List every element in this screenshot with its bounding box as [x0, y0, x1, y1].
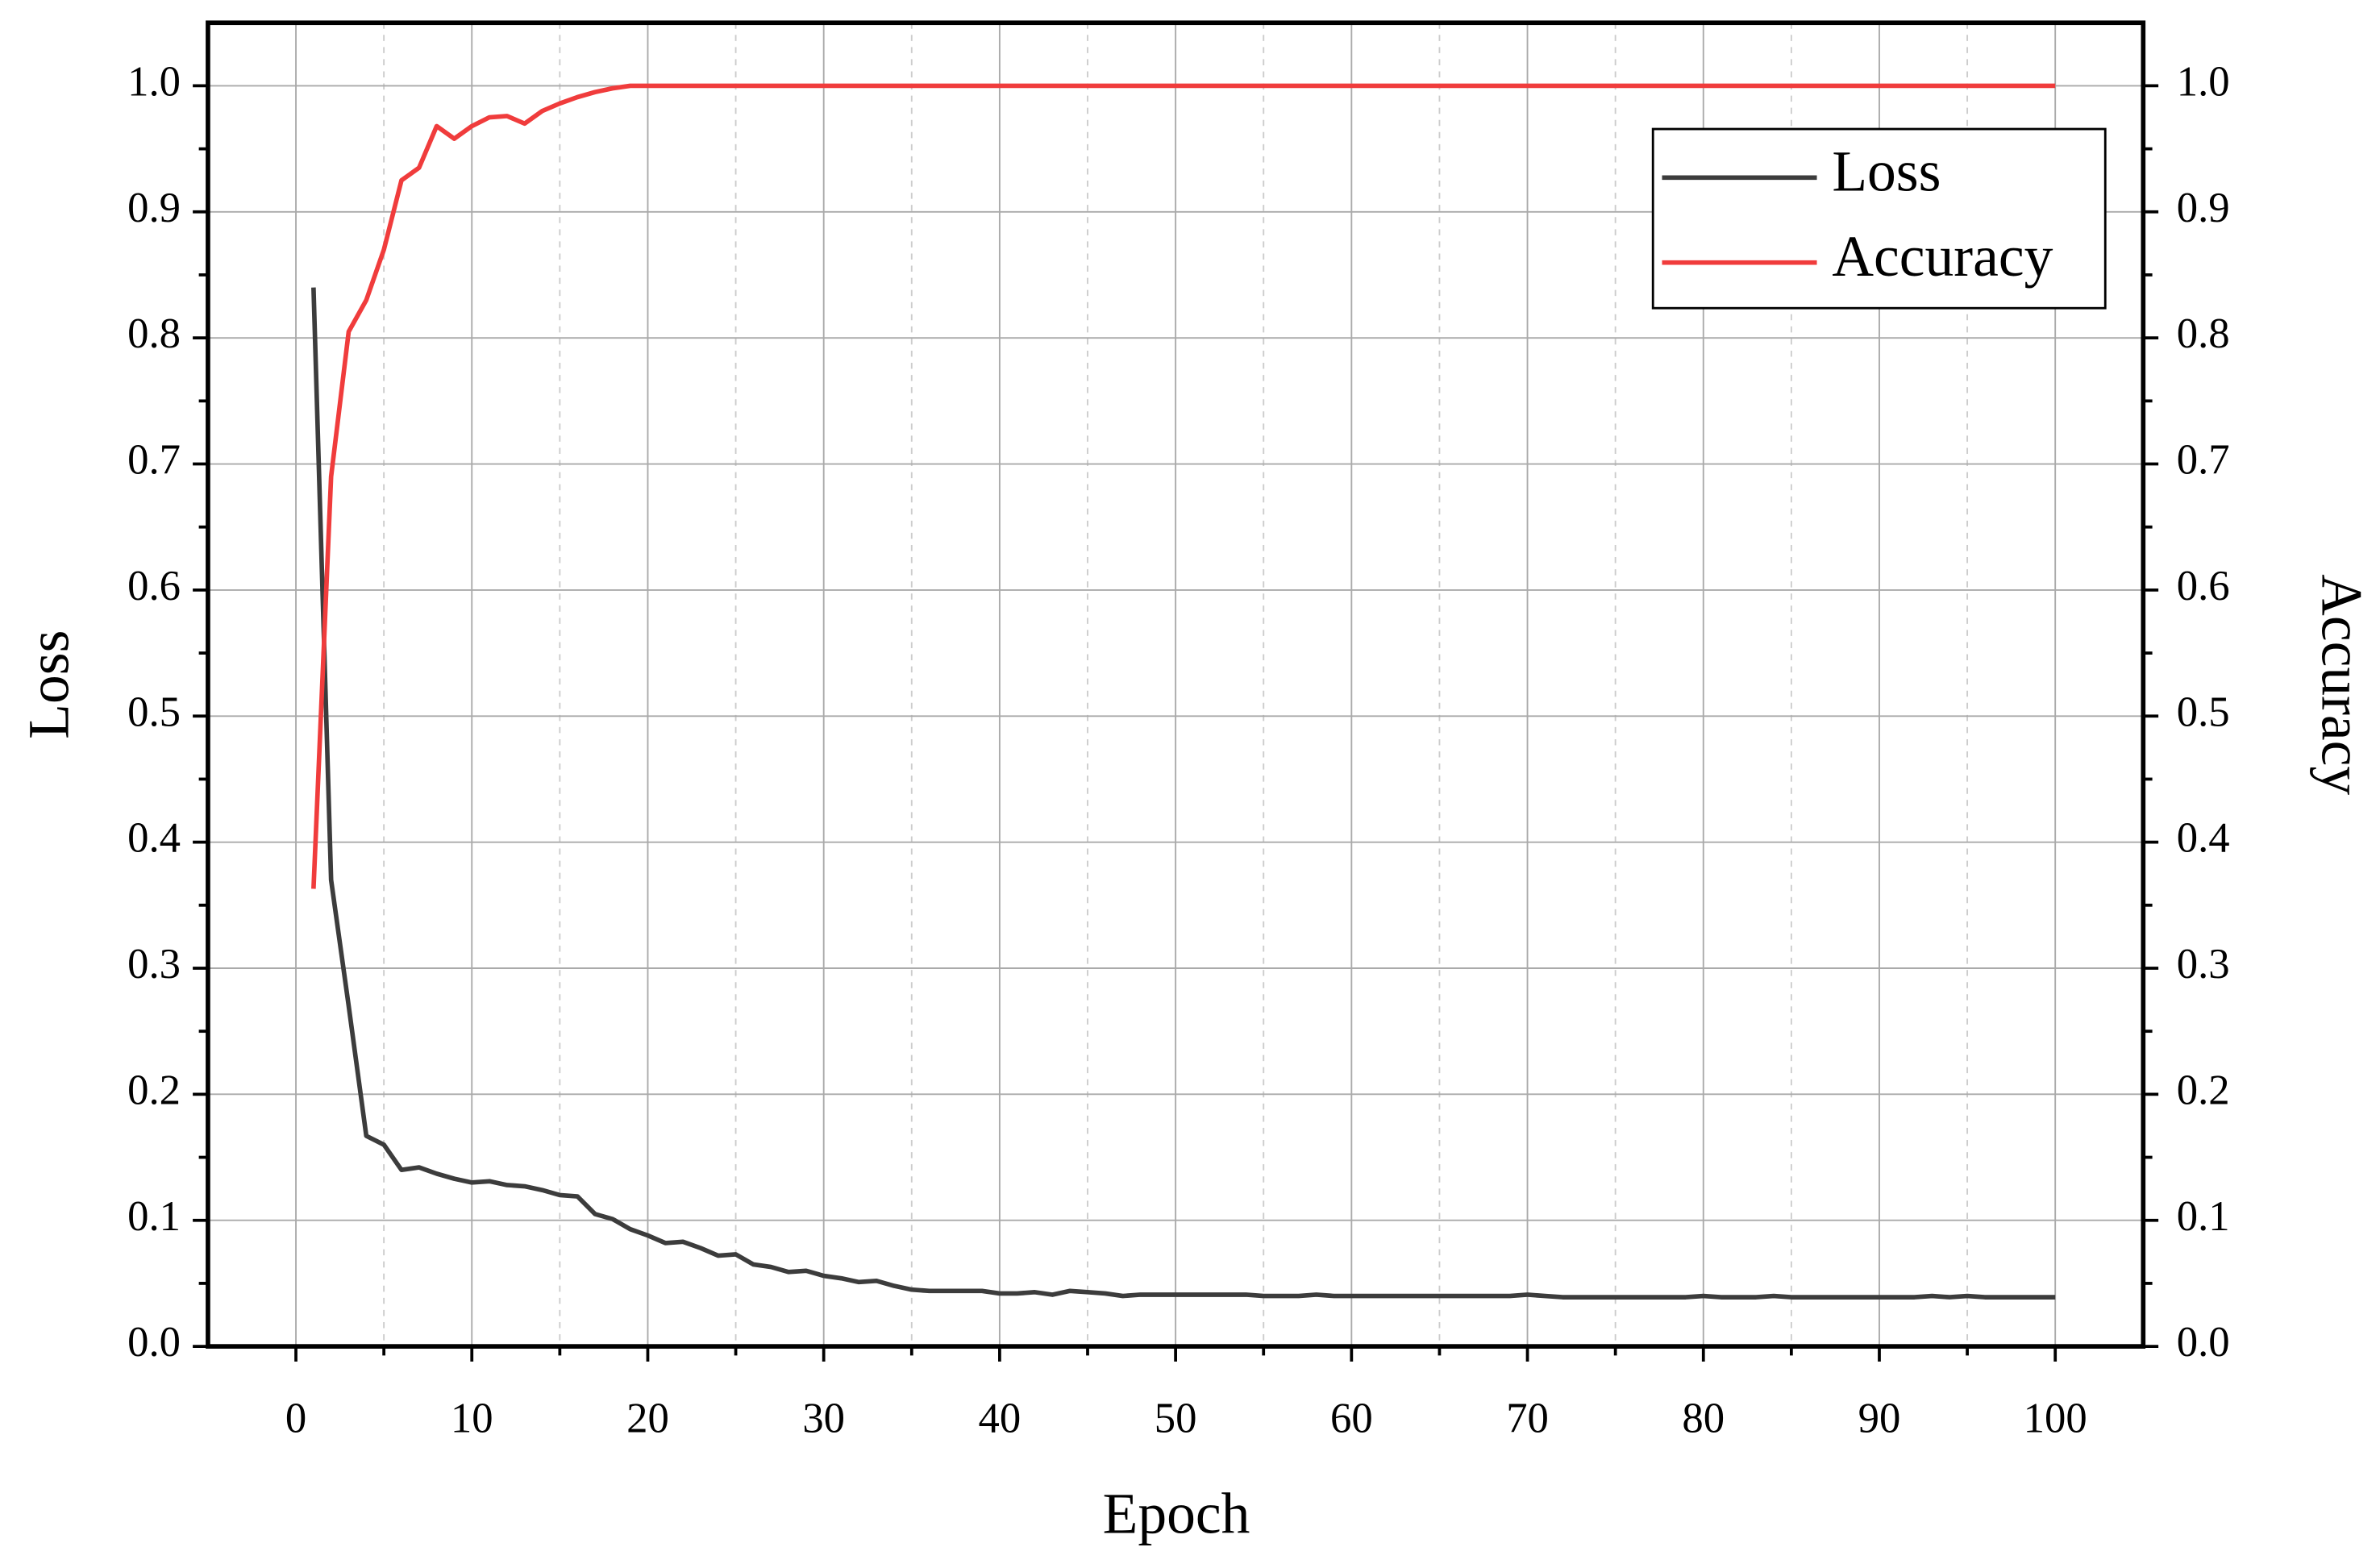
- x-tick-label: 70: [1506, 1395, 1549, 1441]
- legend-label: Accuracy: [1832, 225, 2053, 289]
- y2-tick-label: 0.2: [2177, 1067, 2230, 1113]
- y-tick-label: 0.8: [127, 310, 181, 357]
- x-tick-label: 80: [1682, 1395, 1725, 1441]
- legend-box: [1651, 127, 2107, 310]
- y-tick-label: 0.1: [127, 1193, 181, 1240]
- x-tick-label: 100: [2024, 1395, 2087, 1441]
- y2-tick-label: 0.1: [2177, 1193, 2230, 1240]
- line-series: [311, 287, 2056, 1300]
- y-tick-label: 0.5: [127, 688, 181, 735]
- y2-tick-label: 0.5: [2177, 688, 2230, 735]
- y2-axis-label: Accuracy: [2309, 574, 2373, 795]
- y-tick-label: 0.4: [127, 815, 181, 862]
- x-axis-label: Epoch: [1103, 1483, 1250, 1546]
- x-tick-label: 40: [979, 1395, 1021, 1441]
- y2-tick-label: 0.9: [2177, 185, 2230, 231]
- x-tick-label: 60: [1330, 1395, 1373, 1441]
- y2-tick-label: 0.6: [2177, 563, 2230, 609]
- x-tick-label: 90: [1858, 1395, 1901, 1441]
- x-tick-label: 10: [451, 1395, 493, 1441]
- legend-label: Loss: [1832, 140, 1941, 204]
- y-tick-label: 0.9: [127, 185, 181, 231]
- y-tick-label: 0.3: [127, 941, 181, 988]
- x-tick-label: 20: [626, 1395, 669, 1441]
- y-tick-label: 0.2: [127, 1067, 181, 1113]
- plot-frame: [206, 20, 2146, 1349]
- line-series: [311, 83, 2056, 889]
- x-tick-label: 30: [802, 1395, 845, 1441]
- y-tick-label: 0.7: [127, 437, 181, 484]
- y-tick-label: 0.6: [127, 563, 181, 609]
- y2-tick-label: 0.7: [2177, 437, 2230, 484]
- x-tick-label: 0: [285, 1395, 306, 1441]
- y2-tick-label: 0.3: [2177, 941, 2230, 988]
- y-tick-label: 0.0: [127, 1319, 181, 1366]
- x-tick-label: 50: [1155, 1395, 1197, 1441]
- y2-tick-label: 0.8: [2177, 310, 2230, 357]
- y2-tick-label: 0.0: [2177, 1319, 2230, 1366]
- y2-tick-label: 0.4: [2177, 815, 2230, 862]
- y2-tick-label: 1.0: [2177, 59, 2230, 106]
- y-axis-label: Loss: [18, 630, 81, 739]
- y-tick-label: 1.0: [127, 59, 181, 106]
